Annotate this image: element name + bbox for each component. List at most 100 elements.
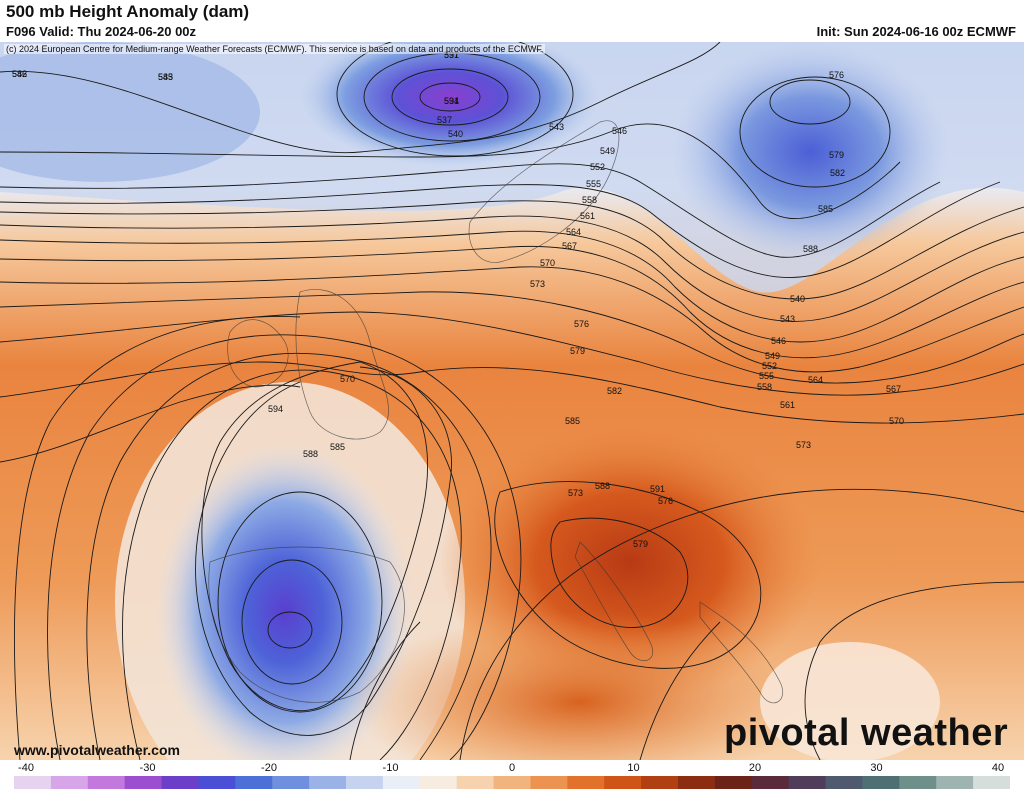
colorbar-swatch: [641, 776, 679, 789]
contour-label: 585: [818, 204, 833, 214]
colorbar-swatch: [272, 776, 310, 789]
colorbar-swatch: [235, 776, 273, 789]
colorbar-swatch: [87, 776, 126, 789]
colorbar-swatch: [604, 776, 642, 789]
colorbar-swatch: [309, 776, 347, 789]
colorbar-swatch: [788, 776, 827, 789]
colorbar-swatch: [346, 776, 384, 789]
aegean-weak-shading: [760, 642, 940, 760]
colorbar-swatch: [124, 776, 163, 789]
init-time: Init: Sun 2024-06-16 00z ECMWF: [816, 24, 1016, 39]
contour-label: 537: [444, 50, 459, 60]
colorbar-swatch: [825, 776, 864, 789]
contour-label: 594: [268, 404, 283, 414]
colorbar-tick-label: -40: [18, 762, 34, 774]
colorbar-swatch: [161, 776, 200, 789]
colorbar-swatch: [198, 776, 236, 789]
contour-label: 564: [808, 375, 823, 385]
contour-label: 561: [580, 211, 595, 221]
colorbar-tick-label: -20: [261, 762, 277, 774]
colorbar-swatch: [419, 776, 458, 789]
brand-logo: pivotal weather: [724, 712, 1009, 754]
contour-label: 543: [549, 122, 564, 132]
contour-label: 540: [448, 129, 463, 139]
colorbar-swatch: [899, 776, 937, 789]
website-link[interactable]: www.pivotalweather.com: [14, 742, 180, 758]
colorbar-swatch: [530, 776, 568, 789]
russia-low-shading: [670, 42, 950, 262]
height-contours: [0, 42, 1024, 760]
coastlines: [208, 120, 784, 704]
contour-label: 585: [330, 442, 345, 452]
iberian-low-shading: [155, 442, 415, 760]
contour-label: 555: [586, 179, 601, 189]
contour-label: 558: [582, 195, 597, 205]
contour-label: 570: [540, 258, 555, 268]
colorbar-swatch: [973, 776, 1010, 789]
contour-label: 573: [796, 440, 811, 450]
contour-label: 546: [771, 336, 786, 346]
contour-label: 579: [633, 539, 648, 549]
contour-label: 567: [886, 384, 901, 394]
contour-label: 537: [437, 115, 452, 125]
contour-label: 594: [444, 96, 459, 106]
contour-label: 552: [762, 361, 777, 371]
colorbar-tick-label: -10: [382, 762, 399, 774]
contour-label: 588: [803, 244, 818, 254]
contour-label: 582: [830, 168, 845, 178]
contour-label: 579: [570, 346, 585, 356]
contour-label: 549: [765, 351, 780, 361]
colorbar: [14, 776, 1010, 789]
contour-label: 576: [658, 496, 673, 506]
contour-label: 555: [759, 371, 774, 381]
colorbar-tick-label: 10: [627, 762, 640, 774]
contour-label: 573: [568, 488, 583, 498]
greenland-trough-shading: [0, 42, 260, 182]
contour-label: 552: [590, 162, 605, 172]
contour-label: 543: [158, 72, 173, 82]
contour-label: 588: [303, 449, 318, 459]
contour-label: 546: [12, 69, 27, 79]
contour-label: 585: [565, 416, 580, 426]
colorbar-tick-label: 40: [991, 762, 1005, 774]
colorbar-swatch: [382, 776, 421, 789]
contour-label: 561: [780, 400, 795, 410]
contour-label: 582: [607, 386, 622, 396]
colorbar-swatch: [50, 776, 89, 789]
valid-time: F096 Valid: Thu 2024-06-20 00z: [6, 24, 197, 39]
north-africa-ridge-shading: [350, 612, 810, 760]
colorbar-swatch: [714, 776, 753, 789]
colorbar-swatch: [862, 776, 900, 789]
contour-label: 591: [444, 50, 459, 60]
colorbar-tick-label: -30: [139, 762, 156, 774]
contour-label: 582: [12, 69, 27, 79]
contour-label: 570: [340, 374, 355, 384]
contour-label: 573: [530, 279, 545, 289]
page-title: 500 mb Height Anomaly (dam): [6, 2, 250, 21]
contour-label: 546: [612, 126, 627, 136]
contour-label: 567: [562, 241, 577, 251]
colorbar-swatch: [456, 776, 495, 789]
contour-label: 540: [790, 294, 805, 304]
contour-label: 564: [566, 227, 581, 237]
header: 500 mb Height Anomaly (dam) F096 Valid: …: [0, 0, 1024, 42]
contour-label: 591: [650, 484, 665, 494]
colorbar-tick-label: 20: [748, 762, 762, 774]
contour-label: 549: [600, 146, 615, 156]
colorbar-tick-label: 30: [870, 762, 883, 774]
colorbar-swatch: [493, 776, 532, 789]
contour-label: 570: [889, 416, 904, 426]
colorbar-swatch: [567, 776, 605, 789]
colorbar-swatch: [751, 776, 790, 789]
anomaly-map: 546 543 537 531 537 540 543 546 549 552 555 558 561 5…: [0, 42, 1024, 760]
contour-label: 558: [757, 382, 772, 392]
contour-label: 576: [574, 319, 589, 329]
contour-label: 576: [829, 70, 844, 80]
contour-label: 531: [444, 96, 459, 106]
contour-label: 579: [829, 150, 844, 160]
colorbar-swatch: [678, 776, 716, 789]
colorbar-swatch: [14, 776, 52, 789]
iceland-low-shading: [300, 42, 600, 167]
